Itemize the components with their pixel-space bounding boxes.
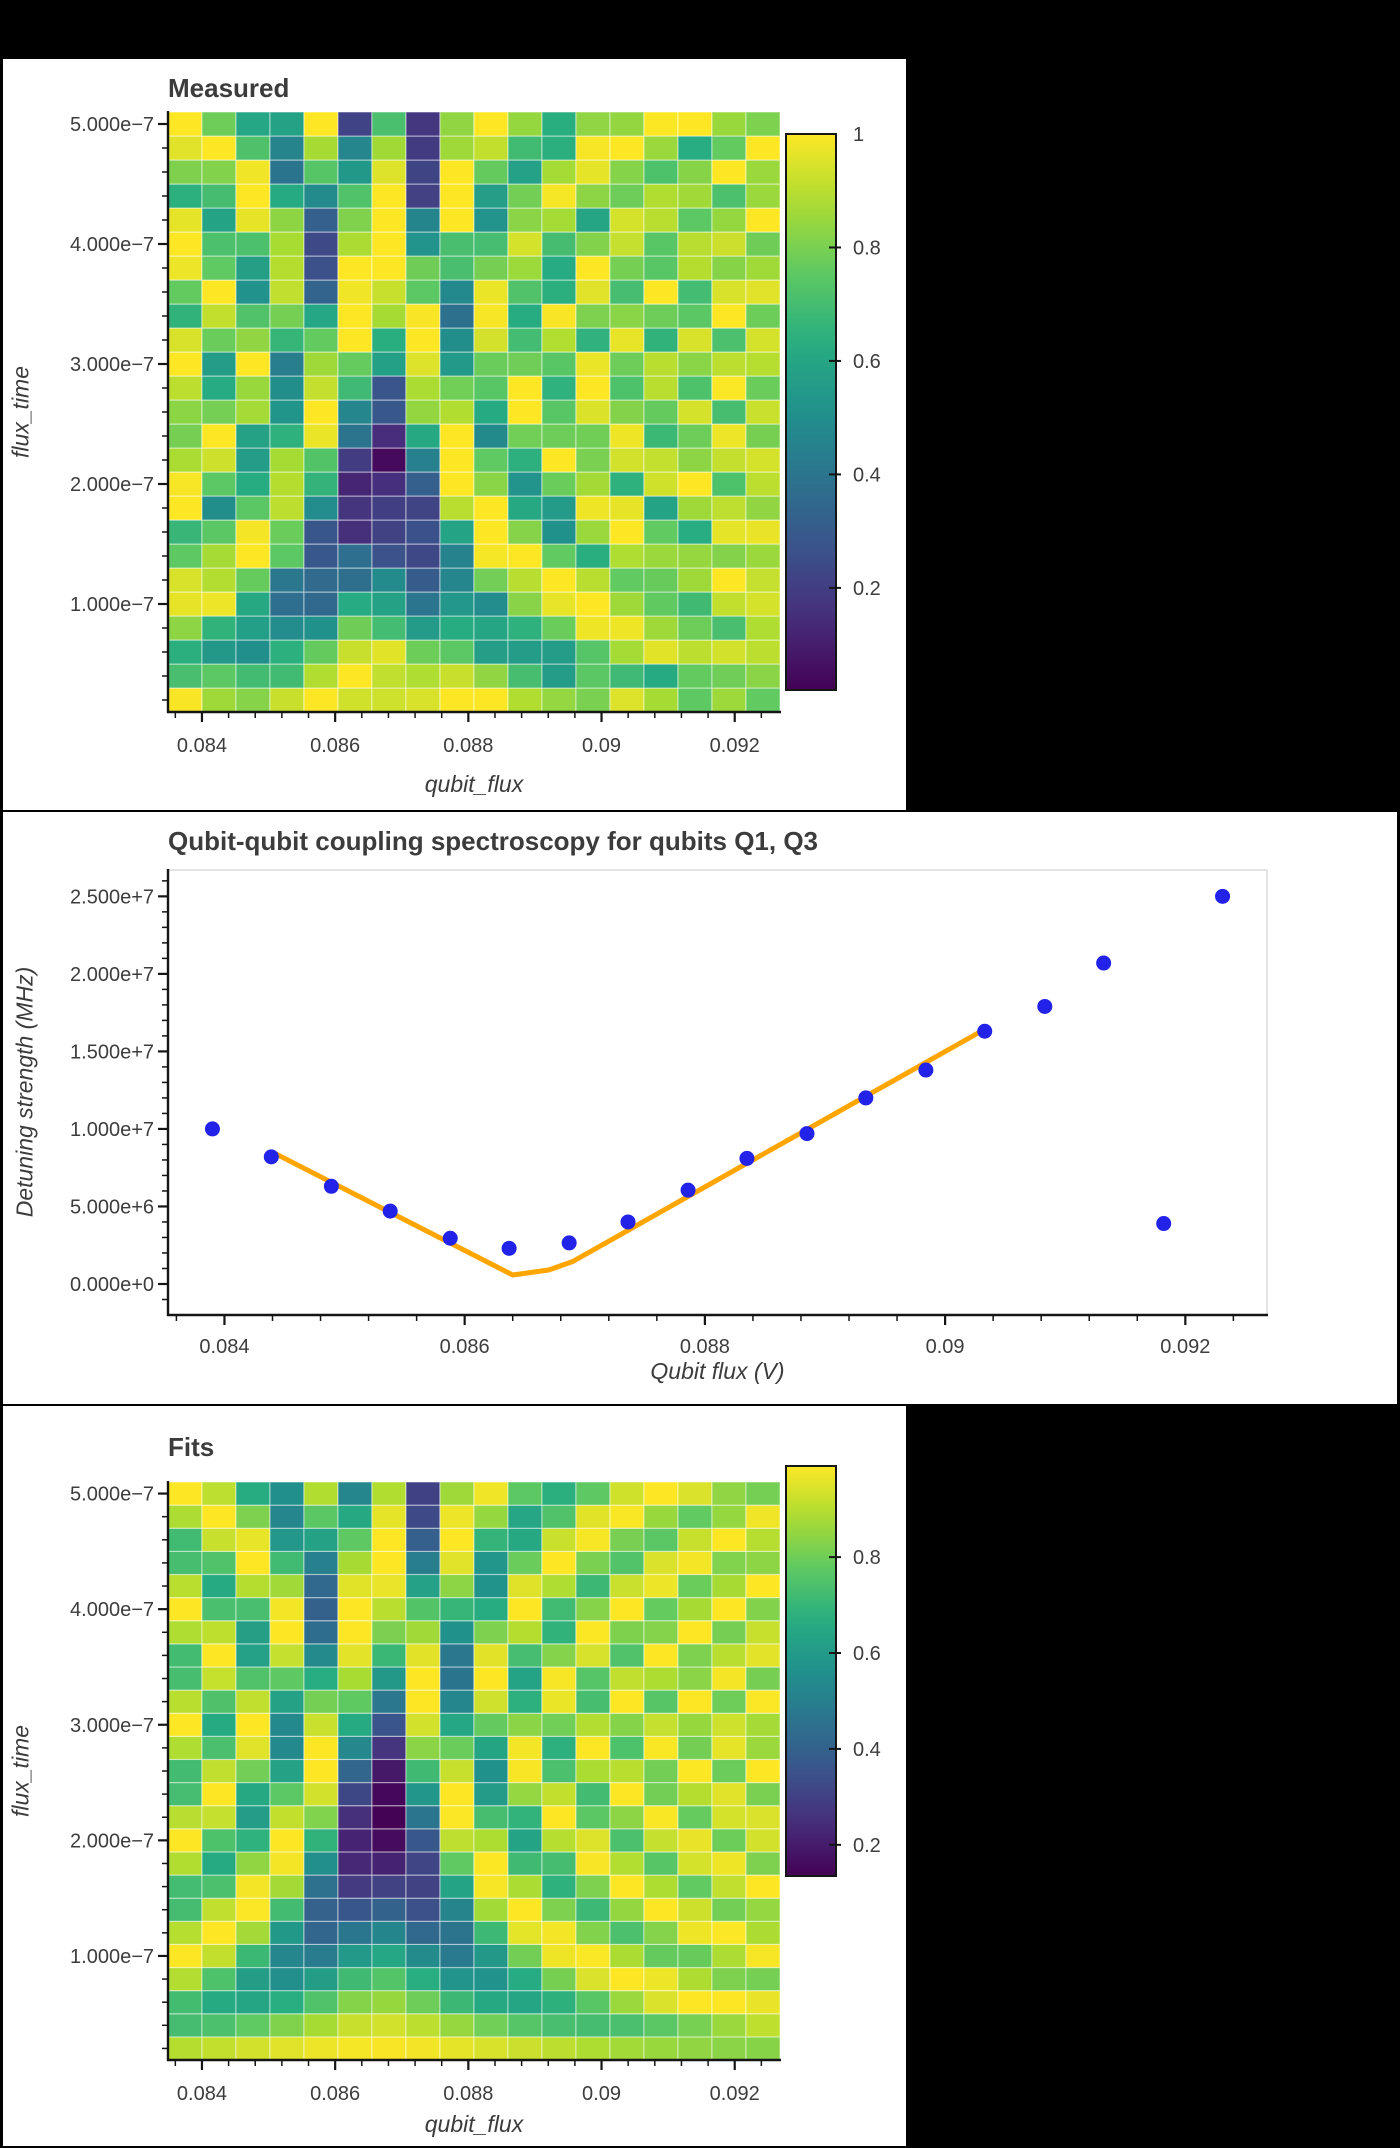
svg-text:0.088: 0.088 [443,735,493,757]
svg-text:0.092: 0.092 [710,735,760,757]
measured-title: Measured [168,73,290,103]
svg-text:5.000e−7: 5.000e−7 [70,114,154,136]
svg-text:1.000e+7: 1.000e+7 [70,1119,154,1141]
fits-title: Fits [168,1432,215,1462]
svg-text:2.000e+7: 2.000e+7 [70,964,154,986]
svg-text:0.2: 0.2 [853,578,881,600]
svg-text:0.4: 0.4 [853,1739,881,1761]
spectroscopy-x-axis-label: Qubit flux (V) [650,1358,785,1384]
svg-text:0.084: 0.084 [177,2083,227,2105]
svg-text:0.086: 0.086 [310,2083,360,2105]
svg-text:0.088: 0.088 [680,1336,730,1358]
fit-line [269,1028,984,1278]
svg-text:0.6: 0.6 [853,1643,881,1665]
plot-frame [168,869,1268,1315]
svg-text:2.000e−7: 2.000e−7 [70,474,154,496]
svg-text:2.000e−7: 2.000e−7 [70,1830,154,1852]
svg-text:0.086: 0.086 [440,1336,490,1358]
axes: 0.084 0.086 0.088 0.09 0.092 5.000e−7 4.000e−7… [70,1481,781,2105]
data-points [204,888,1231,1256]
svg-text:1.000e−7: 1.000e−7 [70,1946,154,1968]
colorbar: 1 0.8 0.6 0.4 0.2 [785,124,881,691]
svg-text:0.4: 0.4 [853,464,881,486]
svg-text:5.000e+6: 5.000e+6 [70,1196,154,1218]
svg-text:1.000e−7: 1.000e−7 [70,594,154,616]
fits-x-axis-label: qubit_flux [424,2111,524,2137]
svg-text:2.500e+7: 2.500e+7 [70,886,154,908]
svg-text:5.000e−7: 5.000e−7 [70,1484,154,1506]
measured-heatmap-plot[interactable]: 0.084 0.086 0.088 0.09 0.092 5.000e−7 4.000e−7… [3,59,906,810]
svg-text:0.084: 0.084 [177,735,227,757]
panel-spectroscopy: Qubit-qubit coupling spectroscopy for qu… [3,812,1397,1404]
panel-measured: Measured flux_time qubit_flux 0.084 0.086… [3,59,906,810]
svg-text:0.09: 0.09 [582,2083,621,2105]
svg-text:4.000e−7: 4.000e−7 [70,234,154,256]
spectroscopy-scatter-plot[interactable]: 0.084 0.086 0.088 0.09 0.092 0.000e+0 5.000e+6… [3,812,1397,1404]
spectroscopy-title: Qubit-qubit coupling spectroscopy for qu… [168,826,819,856]
svg-text:1: 1 [853,124,864,146]
svg-text:1.500e+7: 1.500e+7 [70,1041,154,1063]
colorbar: 0.8 0.6 0.4 0.2 [785,1465,881,1877]
svg-text:0.8: 0.8 [853,237,881,259]
svg-text:0.09: 0.09 [926,1336,965,1358]
measured-x-axis-label: qubit_flux [424,771,524,797]
svg-text:0.092: 0.092 [1160,1336,1210,1358]
svg-text:4.000e−7: 4.000e−7 [70,1599,154,1621]
heatmap-cells [167,111,781,713]
axes: 0.084 0.086 0.088 0.09 0.092 0.000e+0 5.000e+6… [70,869,1268,1358]
svg-text:0.8: 0.8 [853,1547,881,1569]
svg-text:0.084: 0.084 [199,1336,249,1358]
fits-heatmap-plot[interactable]: 0.084 0.086 0.088 0.09 0.092 5.000e−7 4.000e−7… [3,1406,906,2146]
svg-text:3.000e−7: 3.000e−7 [70,1715,154,1737]
svg-text:3.000e−7: 3.000e−7 [70,354,154,376]
heatmap-cells [167,1481,781,2061]
svg-text:0.2: 0.2 [853,1835,881,1857]
svg-text:0.6: 0.6 [853,351,881,373]
axes: 0.084 0.086 0.088 0.09 0.092 5.000e−7 4.000e−7… [70,111,781,757]
svg-text:0.088: 0.088 [443,2083,493,2105]
svg-text:0.086: 0.086 [310,735,360,757]
svg-text:0.092: 0.092 [710,2083,760,2105]
panel-fits: Fits flux_time qubit_flux 0.084 0.086 0.08… [3,1406,906,2146]
svg-text:0.09: 0.09 [582,735,621,757]
svg-text:0.000e+0: 0.000e+0 [70,1274,154,1296]
